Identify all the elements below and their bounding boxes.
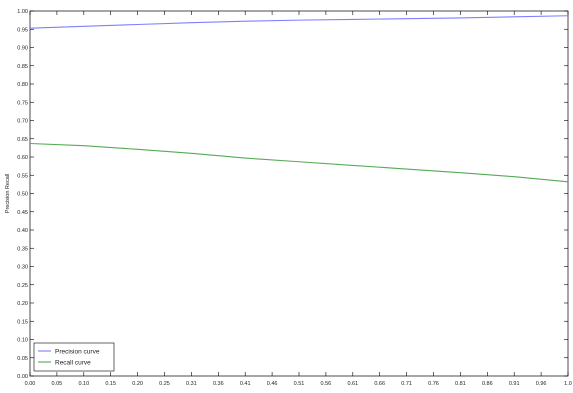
y-tick-label: 0.55 (17, 173, 28, 179)
x-tick-label: 0.66 (374, 381, 385, 387)
recall-curve-line (29, 142, 569, 183)
y-tick-label: 0.05 (17, 356, 28, 362)
y-tick-label: 0.45 (17, 210, 28, 216)
y-tick-label: 0.90 (17, 46, 28, 52)
legend-box (33, 342, 115, 372)
y-tick-label: 0.00 (17, 374, 28, 380)
x-tick-label: 0.71 (401, 381, 412, 387)
y-tick-label: 0.50 (17, 192, 28, 198)
y-tick-label: 0.70 (17, 119, 28, 125)
y-tick-label: 0.40 (17, 228, 28, 234)
x-tick-label: 0.96 (536, 381, 547, 387)
y-tick-label: 0.95 (17, 27, 28, 33)
x-tick-label: 0.20 (132, 381, 143, 387)
y-tick-label: 0.20 (17, 301, 28, 307)
x-tick-label: 0.56 (321, 381, 332, 387)
y-axis-label: Precision Recall (5, 174, 11, 213)
precision-curve-line (29, 15, 569, 29)
x-tick-label: 0.15 (105, 381, 116, 387)
x-tick-label: 0.81 (455, 381, 466, 387)
x-axis-ticks: 0.00 0.05 0.10 0.15 0.20 0.25 0.31 0.36 0.41 0.46… (25, 11, 572, 387)
x-tick-label: 0.31 (186, 381, 197, 387)
x-tick-label: 1.0 (564, 381, 572, 387)
y-tick-label: 0.60 (17, 155, 28, 161)
x-tick-label: 0.36 (213, 381, 224, 387)
legend-entry-label: Precision curve (55, 348, 100, 355)
plot-area (29, 10, 569, 377)
y-tick-label: 0.80 (17, 82, 28, 88)
x-tick-label: 0.76 (428, 381, 439, 387)
series-layer (29, 15, 569, 183)
y-tick-label: 1.00 (17, 9, 28, 15)
x-tick-label: 0.25 (159, 381, 170, 387)
y-tick-label: 0.75 (17, 100, 28, 106)
y-tick-label: 0.10 (17, 338, 28, 344)
x-tick-label: 0.41 (240, 381, 251, 387)
x-tick-label: 0.10 (78, 381, 89, 387)
x-tick-label: 0.51 (294, 381, 305, 387)
y-tick-label: 0.35 (17, 246, 28, 252)
x-tick-label: 0.86 (482, 381, 493, 387)
legend-entry-label: Recall curve (55, 359, 91, 366)
y-tick-label: 0.25 (17, 283, 28, 289)
x-tick-label: 0.46 (267, 381, 278, 387)
y-tick-label: 0.65 (17, 137, 28, 143)
y-tick-label: 0.85 (17, 64, 28, 70)
x-tick-label: 0.05 (52, 381, 63, 387)
x-tick-label: 0.61 (347, 381, 358, 387)
x-tick-label: 0.91 (509, 381, 520, 387)
y-tick-label: 0.30 (17, 265, 28, 271)
x-tick-label: 0.00 (25, 381, 36, 387)
y-tick-label: 0.15 (17, 319, 28, 325)
legend: Precision curve Recall curve (33, 342, 115, 372)
y-axis-ticks: 0.00 0.05 0.10 0.15 0.20 0.25 0.30 0.35 0.40 0.45… (17, 9, 568, 380)
